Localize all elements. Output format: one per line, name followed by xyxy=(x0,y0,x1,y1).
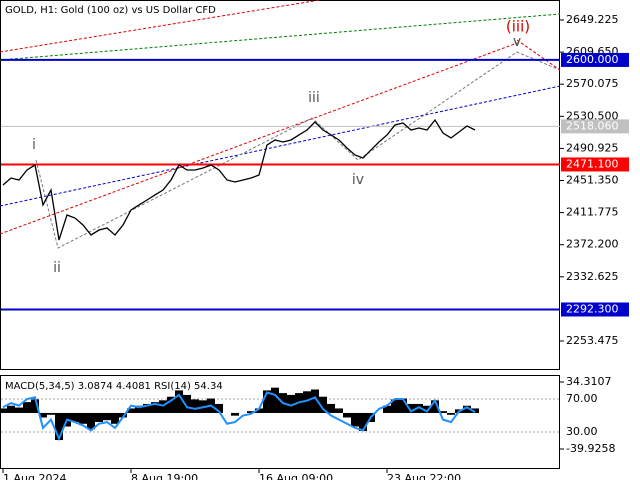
wave-label: v xyxy=(513,34,521,50)
level-label-box xyxy=(561,52,629,67)
macd-bar xyxy=(71,412,79,422)
channel-line xyxy=(0,13,561,61)
macd-bar xyxy=(415,403,423,413)
indicator-frame xyxy=(0,375,560,469)
wave-label: i xyxy=(32,137,36,153)
level-label: 2292.300 xyxy=(566,302,619,315)
level-label: 2518.060 xyxy=(566,119,619,132)
x-tick-label: 1 Aug 2024 xyxy=(3,472,66,480)
level-label-box xyxy=(561,157,629,172)
macd-bar xyxy=(399,398,407,413)
macd-bar xyxy=(151,402,159,413)
macd-bar xyxy=(103,412,111,421)
level-label: 2600.000 xyxy=(566,53,619,66)
macd-bar xyxy=(351,412,359,427)
wave-label: iv xyxy=(352,172,364,188)
macd-bar xyxy=(135,405,143,413)
y-tick-label: 2649.225 xyxy=(566,13,619,26)
macd-bar xyxy=(191,399,199,413)
macd-bar xyxy=(175,390,183,413)
macd-bar xyxy=(15,407,23,413)
macd-bar xyxy=(183,394,191,413)
macd-bar xyxy=(55,412,63,441)
channel-line xyxy=(0,41,521,235)
x-tick-label: 23 Aug 22:00 xyxy=(387,472,461,480)
chart-title: GOLD, H1: Gold (100 oz) vs US Dollar CFD xyxy=(5,5,216,16)
macd-bar xyxy=(383,405,391,413)
macd-bar xyxy=(39,412,47,418)
macd-bar xyxy=(215,403,223,413)
macd-bar xyxy=(311,389,319,413)
x-tick-label: 8 Aug 19:00 xyxy=(131,472,198,480)
macd-bar xyxy=(0,408,7,413)
macd-bar xyxy=(335,408,343,413)
y-tick-label: 2332.625 xyxy=(566,270,619,283)
macd-bar xyxy=(463,405,471,413)
main-frame xyxy=(0,0,560,370)
price-line xyxy=(2,118,476,241)
channel-line xyxy=(0,0,321,53)
macd-bar xyxy=(111,412,119,424)
macd-bar xyxy=(159,400,167,413)
macd-bar xyxy=(391,399,399,413)
macd-bar xyxy=(231,412,239,416)
rsi-line xyxy=(2,391,476,442)
trend-lines xyxy=(0,0,561,249)
macd-bar xyxy=(143,403,151,413)
y-tick-label: 34.3107 xyxy=(566,375,612,388)
level-label: 2471.100 xyxy=(566,157,619,170)
macd-bar xyxy=(119,412,127,418)
macd-bar xyxy=(359,412,367,432)
y-tick-label: -39.9258 xyxy=(566,442,615,455)
level-label-box xyxy=(561,302,629,317)
macd-bar xyxy=(79,412,87,424)
macd-bar xyxy=(263,390,271,413)
y-tick-label: 2530.500 xyxy=(566,109,619,122)
macd-bar xyxy=(431,400,439,413)
wave-label: (iii) xyxy=(506,18,530,36)
macd-bar xyxy=(343,412,351,418)
macd-bar xyxy=(271,387,279,413)
macd-bar xyxy=(471,408,479,413)
macd-bar xyxy=(439,411,447,413)
macd-bar xyxy=(247,411,255,413)
wave-path xyxy=(516,39,561,71)
y-tick-label: 2411.775 xyxy=(566,206,619,219)
y-tick-label: 30.00 xyxy=(566,425,598,438)
macd-bar xyxy=(447,412,455,415)
macd-bar xyxy=(423,405,431,413)
macd-bar xyxy=(47,412,55,415)
macd-bar xyxy=(255,408,263,413)
macd-bar xyxy=(327,403,335,413)
indicator-label: MACD(5,34,5) 3.0874 4.4081 RSI(14) 54.34 xyxy=(5,381,223,392)
wave-label: ii xyxy=(53,260,61,276)
macd-bar xyxy=(303,391,311,413)
channel-line xyxy=(0,85,561,207)
macd-bar xyxy=(287,394,295,413)
y-tick-label: 70.00 xyxy=(566,392,598,405)
wave-path xyxy=(35,51,561,249)
macd-bar xyxy=(167,396,175,413)
macd-bar xyxy=(7,405,15,413)
y-tick-label: 2372.200 xyxy=(566,238,619,251)
y-tick-label: 2570.075 xyxy=(566,77,619,90)
macd-bar xyxy=(87,412,95,430)
y-tick-label: 2253.475 xyxy=(566,334,619,347)
macd-bar xyxy=(23,402,31,413)
macd-bar xyxy=(31,399,39,413)
x-tick-label: 16 Aug 09:00 xyxy=(259,472,333,480)
y-tick-label: 2451.350 xyxy=(566,173,619,186)
y-tick-label: 2490.925 xyxy=(566,141,619,154)
macd-bar xyxy=(407,403,415,413)
macd-bar xyxy=(127,408,135,413)
macd-bar xyxy=(95,412,103,422)
macd-bar xyxy=(319,396,327,413)
wave-label: iii xyxy=(308,90,320,106)
level-label-box xyxy=(561,119,629,134)
